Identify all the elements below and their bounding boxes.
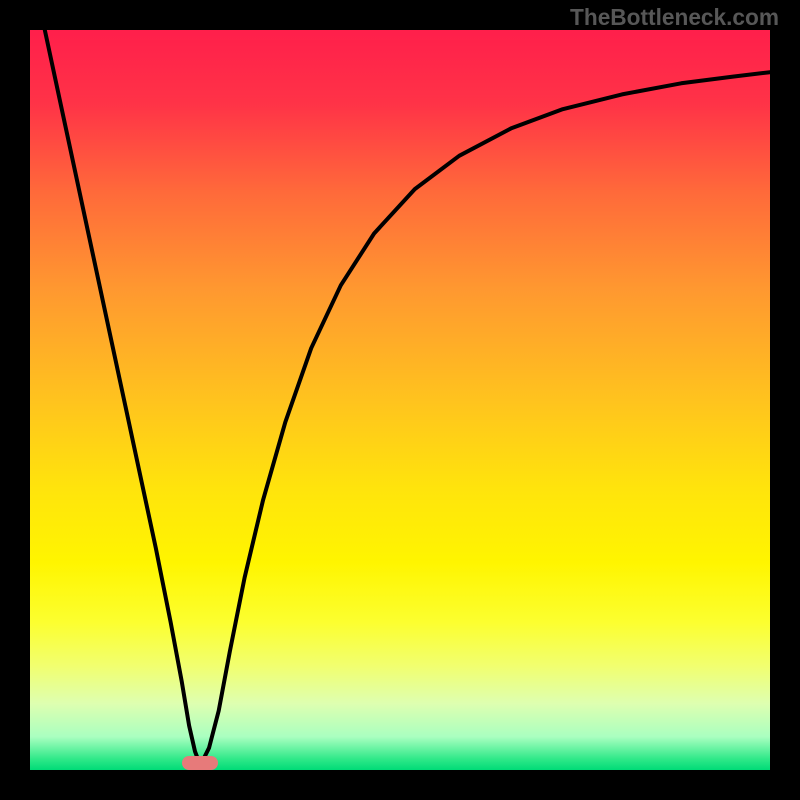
watermark-label: TheBottleneck.com	[570, 4, 779, 30]
chart-root: TheBottleneck.com	[0, 0, 800, 800]
chart-frame	[0, 0, 800, 800]
watermark-text: TheBottleneck.com	[570, 4, 779, 31]
